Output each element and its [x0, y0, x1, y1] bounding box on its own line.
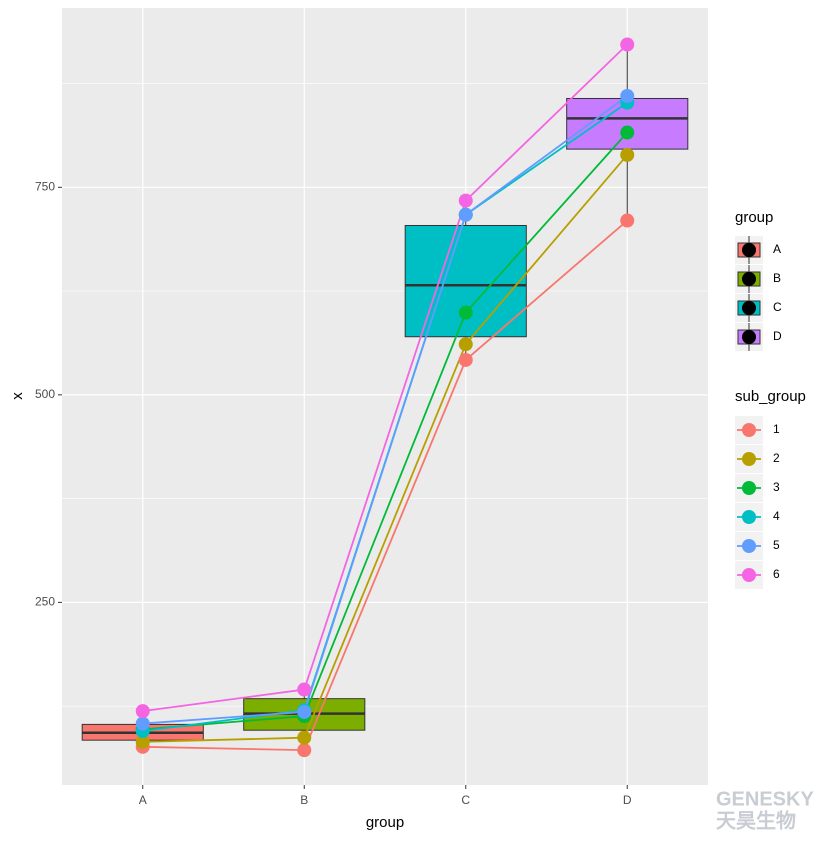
legend-key-point	[742, 243, 756, 257]
legend-key-point	[742, 539, 756, 553]
legend-label: 2	[773, 451, 780, 465]
point	[458, 352, 473, 367]
series-line	[142, 219, 628, 752]
point	[297, 704, 312, 719]
point	[620, 37, 635, 52]
legend-label: C	[773, 300, 782, 314]
series-line	[142, 131, 628, 731]
x-tick-label: A	[139, 793, 147, 807]
axes: 250 500 750 A B C D	[35, 179, 632, 807]
legend-label: A	[773, 242, 781, 256]
legend-key-point	[742, 510, 756, 524]
legend-key-point	[742, 301, 756, 315]
legend-key-point	[742, 272, 756, 286]
legend-label: 4	[773, 509, 780, 523]
watermark-brand: GENESKY	[716, 788, 814, 810]
legend-label: 6	[773, 567, 780, 581]
point	[458, 305, 473, 320]
y-axis-title: x	[9, 392, 26, 400]
y-tick-label: 250	[35, 595, 55, 609]
point	[620, 213, 635, 228]
legend-title: sub_group	[735, 388, 806, 405]
point	[135, 716, 150, 731]
x-tick-label: B	[300, 793, 308, 807]
box	[404, 224, 527, 338]
point	[620, 147, 635, 162]
legend-key-point	[742, 568, 756, 582]
point	[458, 337, 473, 352]
watermark-name: 天昊生物	[716, 808, 796, 832]
point	[135, 734, 150, 749]
point	[458, 207, 473, 222]
legend-label: 3	[773, 480, 780, 494]
legend-label: B	[773, 271, 781, 285]
legend-key-point	[742, 452, 756, 466]
legend-label: D	[773, 329, 782, 343]
point	[297, 682, 312, 697]
y-tick-label: 750	[35, 179, 55, 193]
legend-key-point	[742, 330, 756, 344]
legend-key-point	[742, 423, 756, 437]
series-line	[142, 95, 628, 725]
point	[297, 743, 312, 758]
point	[620, 88, 635, 103]
lines	[135, 37, 635, 758]
legend-title: group	[735, 209, 773, 226]
legend-label: 1	[773, 422, 780, 436]
point	[297, 730, 312, 745]
y-tick-label: 500	[35, 387, 55, 401]
legend-key-point	[742, 481, 756, 495]
point	[458, 193, 473, 208]
x-axis-title: group	[366, 814, 404, 831]
series-line	[142, 43, 628, 713]
series-line	[142, 154, 628, 743]
legend-label: 5	[773, 538, 780, 552]
point	[135, 704, 150, 719]
x-tick-label: D	[623, 793, 632, 807]
point	[620, 125, 635, 140]
x-tick-label: C	[461, 793, 470, 807]
